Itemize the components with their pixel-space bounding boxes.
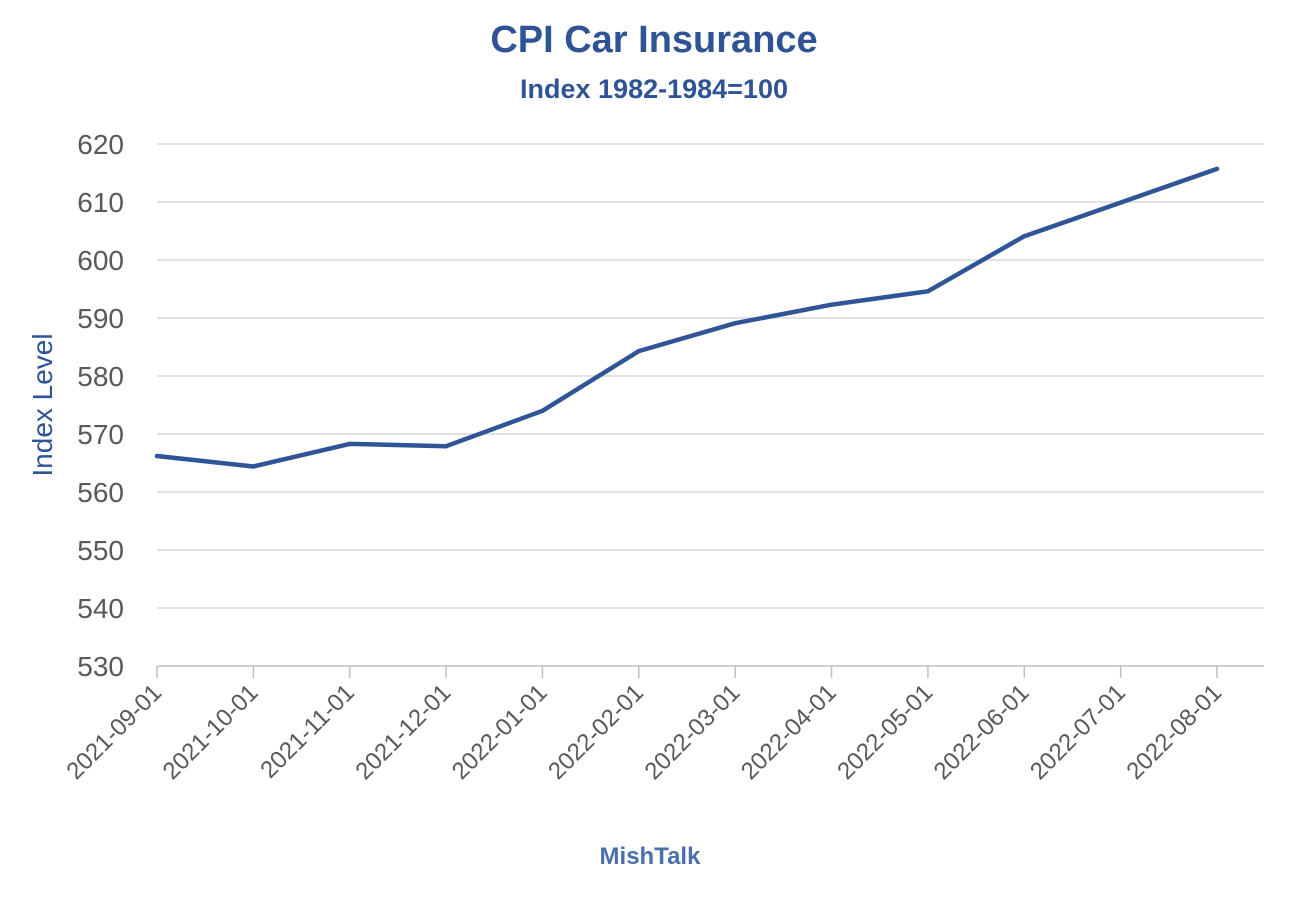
y-tick-label: 580 xyxy=(77,361,124,392)
data-point xyxy=(347,441,352,447)
chart-title: CPI Car Insurance xyxy=(490,19,817,61)
data-point xyxy=(1214,166,1220,172)
y-tick-label: 570 xyxy=(77,419,124,450)
y-tick-label: 620 xyxy=(77,129,124,160)
x-axis-tick-labels: 2021-09-012021-10-012021-11-012021-12-01… xyxy=(61,679,1227,785)
x-tick-label: 2022-03-01 xyxy=(640,679,746,785)
data-point xyxy=(636,348,642,354)
x-tick-label: 2021-11-01 xyxy=(255,679,360,784)
data-point xyxy=(251,464,256,469)
data-point xyxy=(154,453,160,459)
y-tick-label: 560 xyxy=(77,477,124,508)
data-point xyxy=(443,443,449,449)
data-point xyxy=(925,289,931,294)
series-layer xyxy=(154,166,1220,469)
x-tick-label: 2022-08-01 xyxy=(1121,679,1227,785)
y-tick-label: 590 xyxy=(77,303,124,334)
x-tick-label: 2022-04-01 xyxy=(736,679,842,785)
chart-subtitle: Index 1982-1984=100 xyxy=(520,74,788,104)
data-point xyxy=(1022,234,1027,239)
y-axis-label: Index Level xyxy=(27,333,58,476)
data-point xyxy=(829,302,834,307)
x-tick-label: 2022-02-01 xyxy=(543,679,649,785)
x-tick-label: 2021-09-01 xyxy=(61,679,167,785)
y-tick-label: 550 xyxy=(77,535,124,566)
x-tick-label: 2022-01-01 xyxy=(447,679,553,785)
series-line xyxy=(154,166,1220,469)
x-tick-label: 2021-12-01 xyxy=(350,679,456,785)
x-axis-label: MishTalk xyxy=(600,843,702,870)
x-tick-label: 2022-05-01 xyxy=(832,679,938,785)
y-tick-label: 600 xyxy=(77,245,124,276)
x-axis xyxy=(156,665,1264,678)
x-tick-label: 2021-10-01 xyxy=(158,679,264,785)
y-axis-tick-labels: 530 540 550 560 570 580 590 600 610 620 xyxy=(77,129,124,682)
data-point xyxy=(1118,200,1123,205)
y-tick-label: 540 xyxy=(77,593,124,624)
y-tick-label: 610 xyxy=(77,187,124,218)
x-tick-label: 2022-07-01 xyxy=(1025,679,1131,785)
data-point xyxy=(732,321,738,326)
data-point xyxy=(540,408,545,413)
y-tick-label: 530 xyxy=(77,651,124,682)
gridlines xyxy=(157,143,1264,609)
x-tick-label: 2022-06-01 xyxy=(929,679,1035,785)
